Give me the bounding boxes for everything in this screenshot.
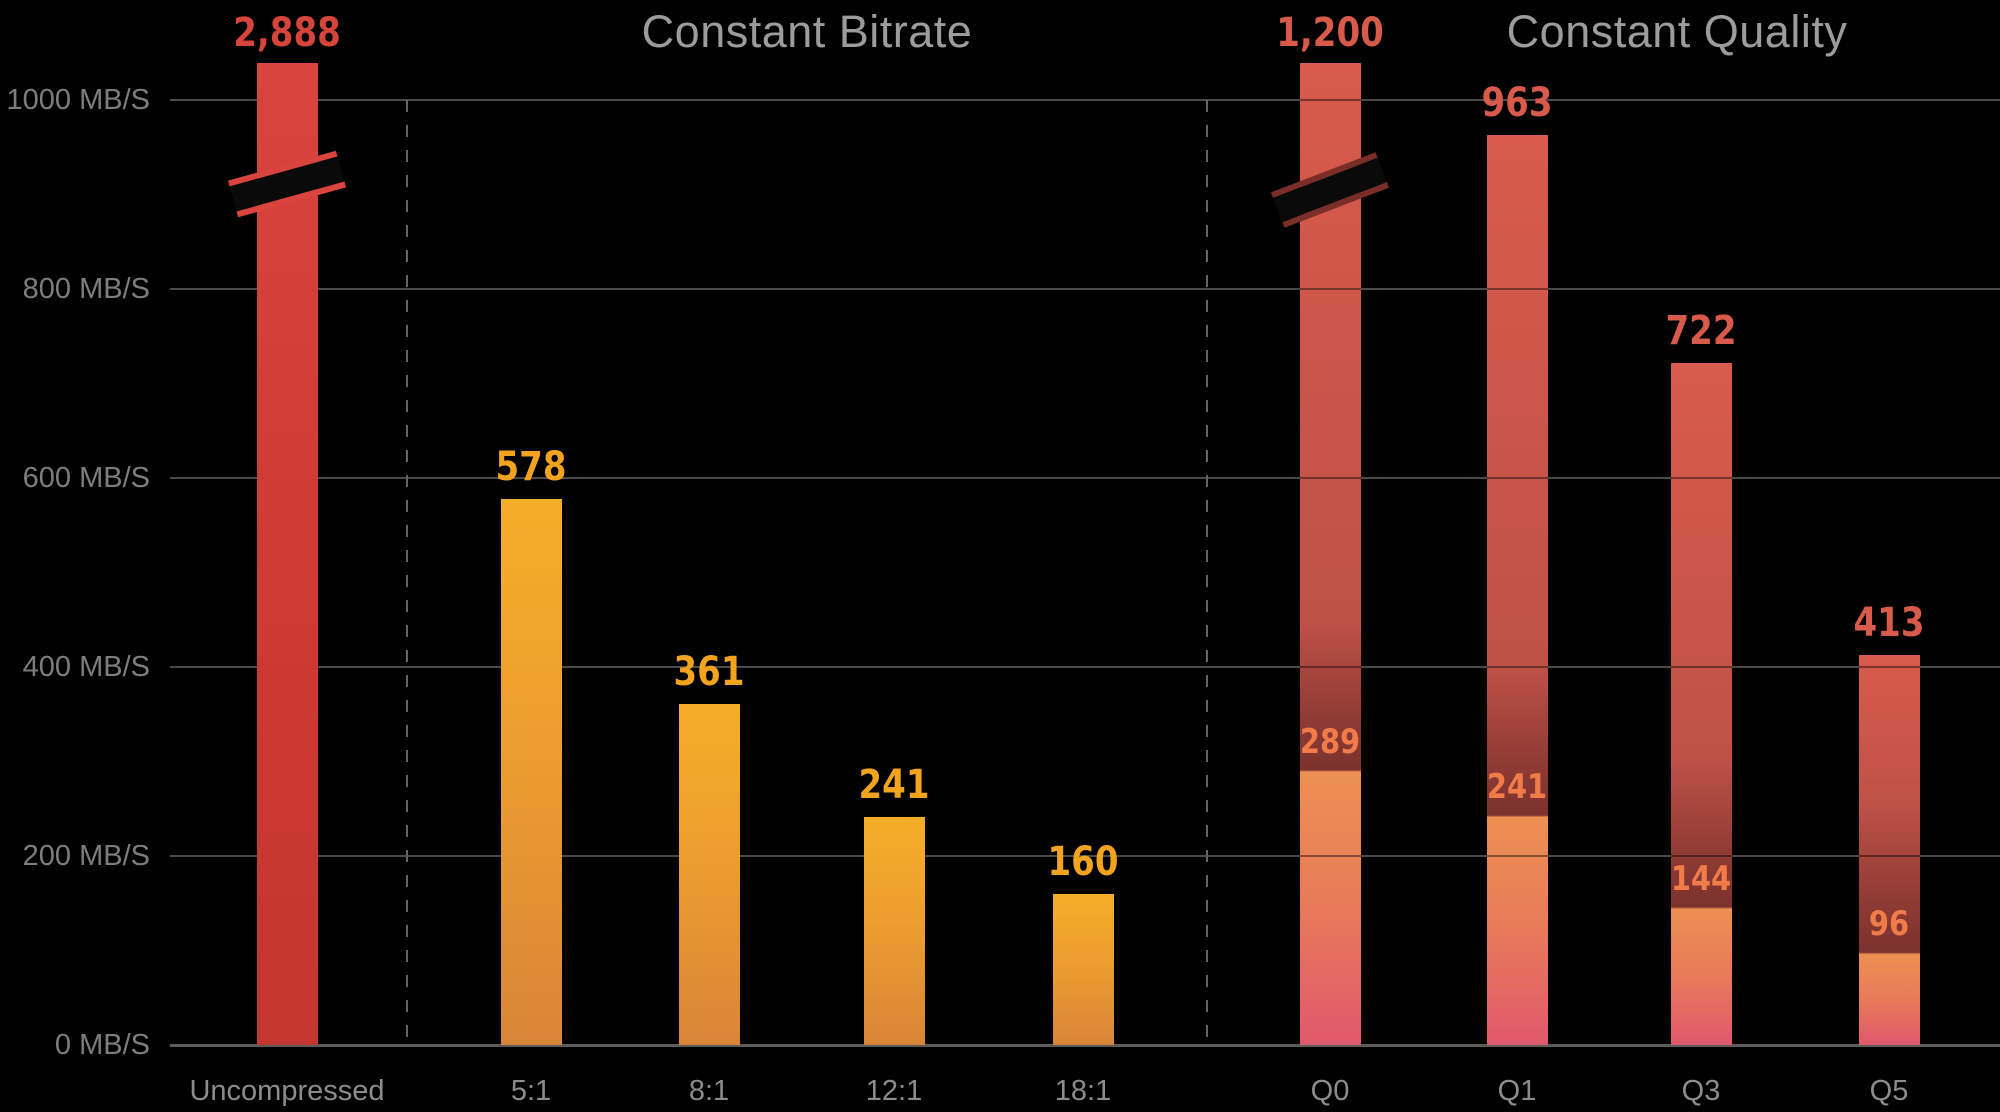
gridline-overlay-200 [1858,854,1920,857]
gridline-600 [170,477,2000,479]
gridline-overlay-800 [1299,288,1361,290]
gridline-overlay-200 [1299,855,1361,857]
bar-5-1 [500,498,562,1045]
gridline-overlay-400 [1299,666,1361,668]
bar-18-1 [1052,893,1114,1045]
gridline-800 [170,288,2000,290]
bar-q3 [1670,362,1732,1045]
average-label-q3: 144 [1670,858,1732,899]
gridline-400 [170,666,2000,668]
category-label-q0: Q0 [1310,1075,1350,1107]
average-label-q1: 241 [1486,767,1548,808]
gridline-1000 [170,99,2000,101]
gridline-overlay-200 [1486,854,1548,857]
bar-q1 [1486,134,1548,1045]
section-title-constant-quality: Constant Quality [1506,6,1848,57]
gridline-overlay-400 [1670,665,1732,668]
section-title-constant-bitrate: Constant Bitrate [641,6,973,57]
gridline-overlay-600 [1670,476,1732,479]
gridline-overlay-800 [1486,287,1548,290]
category-label-q3: Q3 [1681,1075,1721,1107]
bar-8-1 [678,703,740,1045]
y-tick-label-200: 200 MB/S [22,840,150,872]
bar-q0 [1299,63,1361,1045]
section-separator-2 [1206,100,1208,1045]
value-label-12-1: 241 [858,762,930,809]
value-label-q5: 413 [1853,599,1925,646]
category-label-uncompressed: Uncompressed [189,1075,385,1107]
y-tick-label-600: 600 MB/S [22,462,150,494]
category-label-12-1: 12:1 [865,1075,923,1107]
y-tick-label-1000: 1000 MB/S [6,84,150,116]
gridline-overlay-1000 [1299,99,1361,101]
gridline-overlay-200 [1670,854,1732,857]
bar-uncompressed [256,63,318,1045]
value-label-q0: 1,200 [1276,10,1384,56]
value-label-5-1: 578 [495,443,567,490]
value-label-q3: 722 [1665,307,1737,354]
value-label-uncompressed: 2,888 [233,10,341,56]
average-label-q5: 96 [1868,904,1910,945]
y-tick-label-0: 0 MB/S [54,1029,150,1061]
category-label-q5: Q5 [1869,1075,1909,1107]
category-label-8-1: 8:1 [688,1075,730,1107]
gridline-overlay-400 [1858,665,1920,668]
bar-q5 [1858,654,1920,1045]
x-axis-line [170,1044,2000,1047]
value-label-q1: 963 [1481,79,1553,126]
y-tick-label-800: 800 MB/S [22,273,150,305]
category-label-q1: Q1 [1497,1075,1537,1107]
bar-12-1 [863,817,925,1045]
gridline-overlay-600 [1299,477,1361,479]
gridline-overlay-400 [1486,665,1548,668]
section-separator-1 [406,100,408,1045]
average-label-q0: 289 [1299,721,1361,762]
gridline-overlay-600 [1486,476,1548,479]
value-label-18-1: 160 [1047,838,1119,885]
value-label-8-1: 361 [673,648,745,695]
y-tick-label-400: 400 MB/S [22,651,150,683]
category-label-5-1: 5:1 [510,1075,552,1107]
gridline-200 [170,855,2000,857]
category-label-18-1: 18:1 [1054,1075,1112,1107]
